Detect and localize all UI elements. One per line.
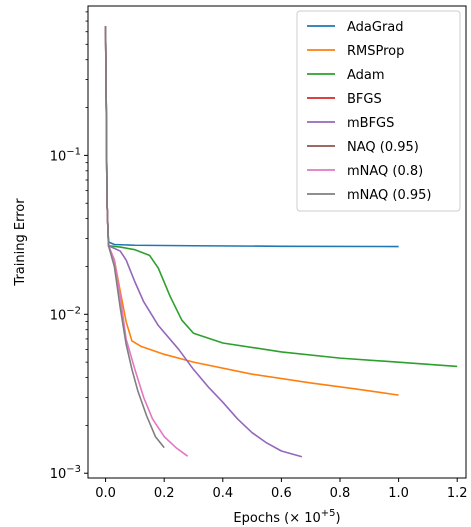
legend: AdaGrad RMSProp Adam BFGS mBFGS NAQ (0.95) mNA…	[296, 10, 461, 212]
x-tick-label: 0.0	[95, 486, 116, 501]
series-line-4	[104, 26, 303, 458]
x-tick-label: 0.6	[271, 486, 292, 501]
legend-entry: NAQ (0.95)	[347, 140, 419, 155]
x-axis-label: Epochs (× 10+5)	[233, 508, 340, 526]
y-axis-ticks: 10−3 10−2 10−1	[50, 11, 88, 482]
x-tick-label: 1.0	[388, 486, 409, 501]
legend-entry: RMSProp	[347, 44, 404, 59]
plot-frame	[87, 5, 467, 479]
y-tick-label: 10−2	[50, 305, 81, 323]
legend-box	[296, 10, 461, 212]
y-tick-label: 10−1	[50, 146, 81, 164]
series-line-7	[104, 26, 165, 449]
x-tick-label: 0.8	[330, 486, 351, 501]
x-tick-label: 1.2	[447, 486, 468, 501]
series-line-6	[104, 26, 189, 457]
legend-entry: BFGS	[347, 92, 382, 107]
x-axis-ticks: 0.0 0.2 0.4 0.6 0.8 1.0 1.2	[95, 478, 468, 501]
x-tick-label: 0.2	[154, 486, 175, 501]
x-tick-label: 0.4	[212, 486, 233, 501]
plot-lines	[104, 26, 458, 458]
y-tick-label: 10−3	[50, 464, 81, 482]
legend-entry: AdaGrad	[347, 20, 404, 35]
y-axis-label: Training Error	[13, 198, 28, 287]
legend-entry: mNAQ (0.8)	[347, 164, 423, 179]
series-line-2	[104, 26, 458, 368]
legend-entry: mNAQ (0.95)	[347, 188, 432, 203]
legend-entry: Adam	[347, 68, 385, 83]
legend-entry: mBFGS	[347, 116, 394, 131]
